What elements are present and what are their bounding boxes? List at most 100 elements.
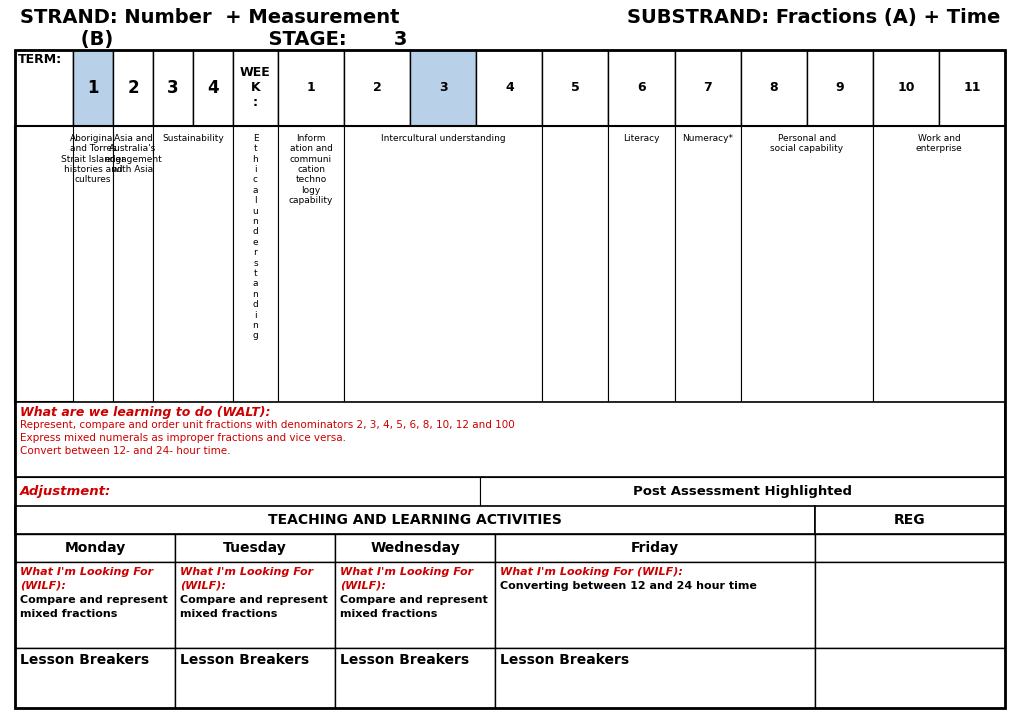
Bar — [193, 50, 232, 126]
Bar — [494, 562, 814, 649]
Bar — [15, 505, 814, 534]
Text: WEE
K
:: WEE K : — [239, 66, 271, 109]
Text: 2: 2 — [127, 79, 139, 97]
Text: REG: REG — [894, 513, 925, 527]
Text: 7: 7 — [702, 81, 711, 94]
Text: Lesson Breakers: Lesson Breakers — [179, 654, 309, 667]
Text: Adjustment:: Adjustment: — [20, 485, 111, 498]
Bar — [15, 126, 1004, 402]
Bar — [113, 126, 153, 402]
Bar — [15, 477, 480, 505]
Bar — [232, 50, 278, 126]
Text: Convert between 12- and 24- hour time.: Convert between 12- and 24- hour time. — [20, 446, 230, 456]
Text: Express mixed numerals as improper fractions and vice versa.: Express mixed numerals as improper fract… — [20, 433, 345, 443]
Text: mixed fractions: mixed fractions — [179, 609, 277, 619]
Bar — [232, 126, 278, 402]
Bar — [175, 534, 334, 562]
Text: Asia and
Australia's
engagement
with Asia: Asia and Australia's engagement with Asi… — [104, 134, 162, 174]
Bar — [542, 126, 608, 402]
Bar — [343, 50, 410, 126]
Text: Compare and represent: Compare and represent — [339, 595, 487, 605]
Text: Work and
enterprise: Work and enterprise — [915, 134, 961, 153]
Text: STRAND: Number  + Measurement: STRAND: Number + Measurement — [20, 8, 399, 27]
Bar — [113, 50, 153, 126]
Text: Represent, compare and order unit fractions with denominators 2, 3, 4, 5, 6, 8, : Represent, compare and order unit fracti… — [20, 420, 515, 430]
Text: What I'm Looking For (WILF):: What I'm Looking For (WILF): — [499, 567, 682, 577]
Bar — [542, 50, 608, 126]
Text: Tuesday: Tuesday — [223, 541, 286, 555]
Text: mixed fractions: mixed fractions — [20, 609, 117, 619]
Text: 9: 9 — [835, 81, 844, 94]
Bar — [175, 562, 334, 649]
Text: 4: 4 — [207, 79, 219, 97]
Bar — [476, 50, 542, 126]
Text: (B)                       STAGE:       3: (B) STAGE: 3 — [20, 30, 407, 49]
Bar — [608, 50, 674, 126]
Text: Converting between 12 and 24 hour time: Converting between 12 and 24 hour time — [499, 581, 756, 591]
Bar — [814, 534, 1004, 562]
Text: 3: 3 — [167, 79, 178, 97]
Bar — [740, 50, 806, 126]
Text: 11: 11 — [962, 81, 979, 94]
Bar — [806, 50, 872, 126]
Text: mixed fractions: mixed fractions — [339, 609, 437, 619]
Text: Aboriginal
and Torres
Strait Islander
histories and
cultures: Aboriginal and Torres Strait Islander hi… — [61, 134, 125, 184]
Bar — [872, 126, 1004, 402]
Text: E
t
h
i
c
a
l
u
n
d
e
r
s
t
a
n
d
i
n
g: E t h i c a l u n d e r s t a n d i n g — [253, 134, 258, 341]
Bar — [278, 50, 343, 126]
Bar — [278, 126, 343, 402]
Bar — [674, 50, 740, 126]
Bar — [480, 477, 1004, 505]
Text: 2: 2 — [372, 81, 381, 94]
Text: (WILF):: (WILF): — [179, 581, 225, 591]
Text: Inform
ation and
communi
cation
techno
logy
capability: Inform ation and communi cation techno l… — [288, 134, 333, 205]
Text: 8: 8 — [768, 81, 777, 94]
Bar — [15, 649, 175, 708]
Bar — [740, 126, 872, 402]
Bar — [153, 126, 232, 402]
Bar — [494, 649, 814, 708]
Bar — [343, 126, 542, 402]
Bar — [15, 562, 175, 649]
Bar — [15, 50, 73, 126]
Bar — [334, 649, 494, 708]
Text: What are we learning to do (WALT):: What are we learning to do (WALT): — [20, 406, 270, 419]
Text: (WILF):: (WILF): — [20, 581, 66, 591]
Text: Sustainability: Sustainability — [162, 134, 223, 143]
Text: 1: 1 — [88, 79, 99, 97]
Text: Compare and represent: Compare and represent — [20, 595, 167, 605]
Text: 3: 3 — [438, 81, 447, 94]
Text: TERM:: TERM: — [18, 53, 62, 66]
Text: (WILF):: (WILF): — [339, 581, 385, 591]
Bar — [410, 50, 476, 126]
Bar — [494, 534, 814, 562]
Bar — [937, 50, 1004, 126]
Text: Literacy: Literacy — [623, 134, 659, 143]
Text: Numeracy*: Numeracy* — [682, 134, 733, 143]
Bar — [674, 126, 740, 402]
Text: What I'm Looking For: What I'm Looking For — [20, 567, 153, 577]
Text: Lesson Breakers: Lesson Breakers — [499, 654, 629, 667]
Text: Personal and
social capability: Personal and social capability — [769, 134, 843, 153]
Bar — [15, 534, 175, 562]
Bar — [73, 50, 113, 126]
Text: TEACHING AND LEARNING ACTIVITIES: TEACHING AND LEARNING ACTIVITIES — [268, 513, 561, 527]
Text: 4: 4 — [504, 81, 514, 94]
Bar — [814, 505, 1004, 534]
Text: What I'm Looking For: What I'm Looking For — [339, 567, 473, 577]
Text: What I'm Looking For: What I'm Looking For — [179, 567, 313, 577]
Text: Compare and represent: Compare and represent — [179, 595, 327, 605]
Text: Lesson Breakers: Lesson Breakers — [20, 654, 149, 667]
Bar — [334, 534, 494, 562]
Text: 10: 10 — [897, 81, 914, 94]
Text: Friday: Friday — [631, 541, 679, 555]
Bar — [175, 649, 334, 708]
Text: 5: 5 — [571, 81, 579, 94]
Text: Monday: Monday — [64, 541, 125, 555]
Bar — [334, 562, 494, 649]
Bar — [814, 562, 1004, 649]
Bar — [73, 126, 113, 402]
Text: Lesson Breakers: Lesson Breakers — [339, 654, 469, 667]
Text: Wednesday: Wednesday — [370, 541, 460, 555]
Text: 6: 6 — [637, 81, 645, 94]
